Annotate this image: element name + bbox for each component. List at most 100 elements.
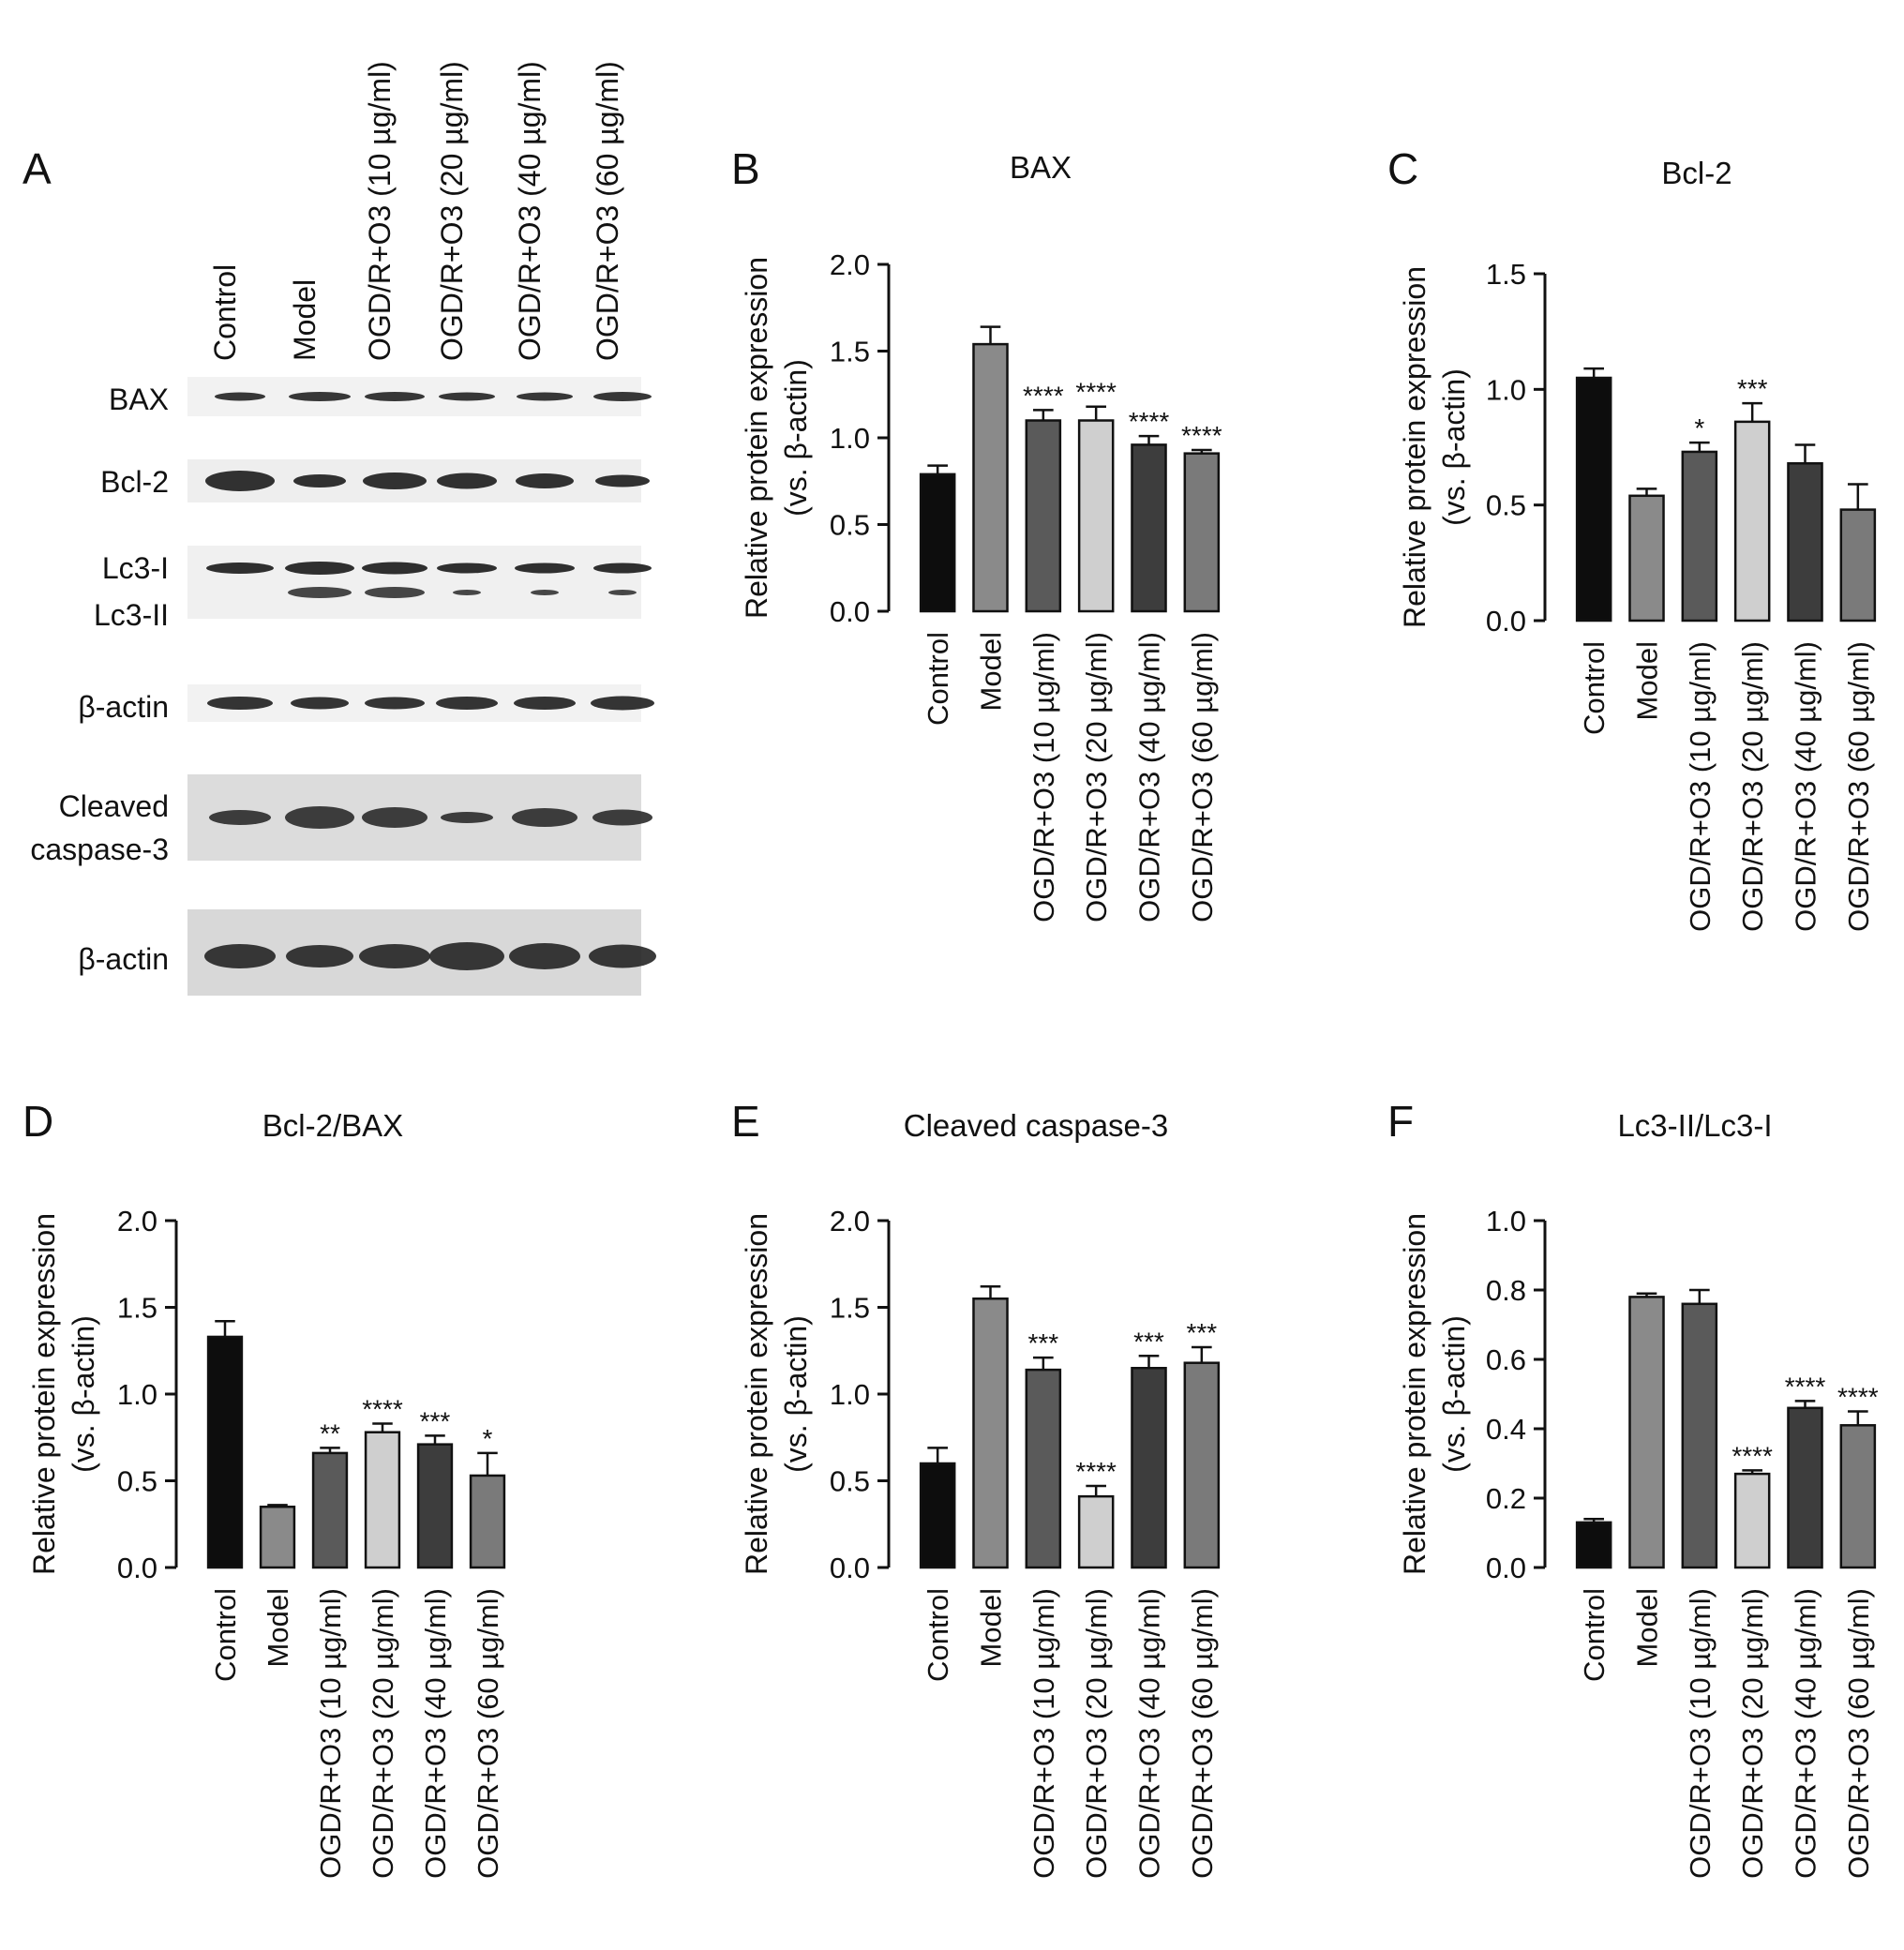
y-tick-label: 1.5: [1486, 258, 1526, 291]
x-tick-label: OGD/R+O3 (40 µg/ml): [1133, 1588, 1166, 1879]
chart-title: Bcl-2/BAX: [262, 1108, 403, 1143]
bar: [1183, 1361, 1221, 1569]
bar: [1681, 1302, 1718, 1569]
blot-row: Bcl-2: [100, 459, 650, 502]
significance-label: ***: [1133, 1327, 1164, 1356]
bar: [1077, 419, 1115, 613]
significance-label: ****: [1181, 421, 1222, 450]
bar: [1628, 1296, 1665, 1569]
x-tick-label: OGD/R+O3 (20 µg/ml): [1736, 641, 1769, 932]
y-axis-label: Relative protein expression: [740, 257, 773, 619]
blot-band: [514, 697, 576, 710]
bar-chart-b: B BAX 0.0 0.5 1.0 1.5 2.0 Relative protein expr…: [731, 144, 1222, 922]
x-tick-label: Control: [922, 1588, 954, 1682]
blot-strip: [187, 546, 641, 619]
y-tick-label: 1.0: [830, 1378, 870, 1411]
x-tick-label: OGD/R+O3 (20 µg/ml): [1080, 1588, 1113, 1879]
blot-band: [363, 472, 427, 489]
blot-band: [206, 562, 274, 574]
x-tick-label: OGD/R+O3 (10 µg/ml): [1684, 1588, 1717, 1879]
significance-label: ****: [1075, 378, 1117, 407]
blot-band: [365, 392, 425, 401]
blot-band: [591, 696, 654, 711]
y-tick-label: 0.0: [117, 1552, 157, 1584]
blot-band: [437, 472, 497, 489]
panel-letter: C: [1387, 144, 1418, 193]
blot-row: Lc3-I Lc3-II: [94, 546, 652, 632]
chart-title: Lc3-II/Lc3-I: [1617, 1108, 1772, 1143]
panel-letter: D: [22, 1097, 53, 1146]
y-tick-label: 1.5: [830, 1292, 870, 1325]
blot-band: [362, 562, 427, 575]
significance-label: ***: [420, 1406, 451, 1435]
bar: [1025, 1368, 1062, 1569]
blot-band: [285, 806, 354, 829]
bar: [919, 472, 956, 613]
blot-band: [436, 697, 498, 710]
blot-band: [516, 473, 574, 488]
bar: [311, 1451, 349, 1569]
y-tick-label: 0.0: [830, 595, 870, 628]
panel-letter: B: [731, 144, 760, 193]
blot-row-label: Lc3-I: [102, 551, 169, 585]
bar: [1575, 1521, 1612, 1569]
y-axis-label: (vs. β-actin): [67, 1315, 100, 1473]
bar: [1733, 1472, 1771, 1569]
x-tick-label: OGD/R+O3 (40 µg/ml): [1790, 641, 1822, 932]
blot-band: [362, 807, 427, 828]
blot-band: [512, 808, 577, 827]
bar: [259, 1506, 296, 1569]
chart-title: Bcl-2: [1661, 156, 1732, 190]
bar: [972, 342, 1009, 613]
blot-row-label: caspase-3: [30, 832, 169, 866]
blot-row: BAX: [109, 377, 652, 416]
y-axis-label: (vs. β-actin): [1437, 1315, 1471, 1473]
blot-row-label: β-actin: [78, 690, 169, 724]
blot-lane-label: Model: [288, 279, 322, 361]
significance-label: ****: [1129, 407, 1170, 436]
y-axis-label: Relative protein expression: [1398, 1213, 1432, 1575]
y-tick-label: 2.0: [117, 1205, 157, 1238]
significance-label: *: [1694, 413, 1704, 442]
blot-row-label: BAX: [109, 382, 169, 416]
x-tick-label: OGD/R+O3 (40 µg/ml): [419, 1588, 452, 1879]
y-tick-label: 0.6: [1486, 1343, 1526, 1376]
y-axis-label: Relative protein expression: [1398, 266, 1432, 628]
x-tick-label: OGD/R+O3 (60 µg/ml): [1186, 632, 1219, 922]
significance-label: ****: [1075, 1457, 1117, 1486]
bar: [1787, 462, 1823, 622]
bar: [469, 1474, 506, 1569]
y-axis-label: Relative protein expression: [740, 1213, 773, 1575]
blot-band: [207, 697, 273, 710]
blot-band: [288, 587, 352, 598]
bar: [1131, 1367, 1167, 1569]
y-tick-label: 0.0: [1486, 1552, 1526, 1584]
blot-band: [215, 392, 265, 401]
bar: [1183, 452, 1221, 613]
y-tick-label: 0.8: [1486, 1274, 1526, 1307]
x-tick-label: OGD/R+O3 (60 µg/ml): [472, 1588, 504, 1879]
x-tick-label: Control: [922, 632, 954, 726]
bar-chart-c: C Bcl-2 0.0 0.5 1.0 1.5 Relative protein expre…: [1387, 144, 1877, 932]
y-tick-label: 0.5: [830, 509, 870, 542]
blot-band: [439, 392, 495, 401]
blot-lane-label: OGD/R+O3 (40 µg/ml): [513, 61, 547, 361]
y-tick-label: 1.0: [117, 1378, 157, 1411]
western-blot-panel: A Control Model OGD/R+O3 (10 µg/ml) OGD/R+O…: [22, 61, 656, 996]
blot-band: [515, 562, 575, 574]
chart-title: BAX: [1010, 150, 1072, 185]
blot-lane-label: OGD/R+O3 (60 µg/ml): [591, 61, 624, 361]
blot-band: [365, 587, 425, 598]
x-tick-label: Control: [1578, 1588, 1611, 1682]
x-tick-label: OGD/R+O3 (20 µg/ml): [367, 1588, 399, 1879]
significance-label: ***: [1186, 1318, 1217, 1347]
significance-label: ****: [1023, 381, 1064, 410]
blot-band: [437, 562, 497, 574]
x-tick-label: OGD/R+O3 (10 µg/ml): [1684, 641, 1717, 932]
blot-band: [593, 392, 652, 401]
blot-row-label: Bcl-2: [100, 465, 169, 499]
blot-band: [205, 471, 275, 491]
y-tick-label: 1.5: [830, 336, 870, 368]
bar: [206, 1335, 244, 1569]
